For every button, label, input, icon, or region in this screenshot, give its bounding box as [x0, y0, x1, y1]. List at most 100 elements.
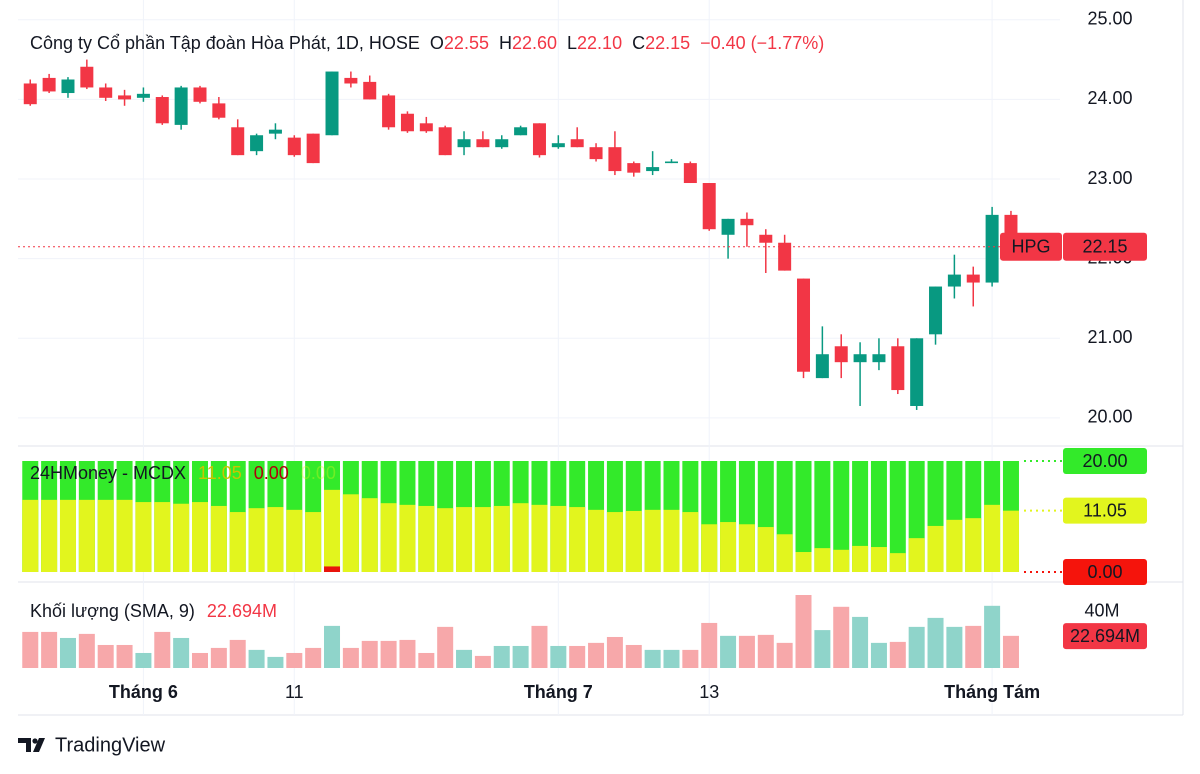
candle-body — [80, 66, 94, 88]
indicator-value: 11.05 — [198, 463, 242, 483]
candle-body — [627, 163, 641, 173]
y-tick-label: 21.00 — [1087, 327, 1132, 347]
y-tick-label: 0.00 — [1087, 562, 1122, 582]
volume-bar — [191, 652, 208, 668]
chart-title: Công ty Cổ phần Tập đoàn Hòa Phát, 1D, H… — [30, 33, 420, 53]
candle-body — [155, 97, 169, 124]
legend-key: C — [632, 33, 645, 53]
y-tick-label: 24.00 — [1087, 88, 1132, 108]
volume-bar — [97, 644, 114, 668]
legend-value: 22.10 — [577, 33, 622, 53]
legend-value: 22.60 — [512, 33, 557, 53]
legend-key: O — [430, 33, 444, 53]
indicator-bar — [889, 461, 906, 572]
indicator-bar — [682, 512, 699, 572]
volume-bar — [210, 647, 227, 668]
volume-bar — [588, 642, 605, 668]
candle-body — [268, 129, 282, 134]
level-badge — [1063, 448, 1147, 474]
volume-bar — [286, 652, 303, 668]
x-tick-label: Tháng 7 — [524, 682, 593, 702]
volume-bar — [644, 649, 661, 668]
legend: 24HMoney - MCDX 11.05 0.00 0.00 — [30, 463, 336, 483]
volume-bar — [550, 645, 567, 668]
volume-bar — [701, 622, 718, 668]
candle-body — [872, 354, 886, 363]
indicator-bar — [361, 498, 378, 572]
sma-value: 22.694M — [207, 601, 277, 621]
indicator-bar — [1002, 510, 1019, 572]
x-tick-label: Tháng 6 — [109, 682, 178, 702]
indicator-bar — [833, 461, 850, 572]
volume-bar — [154, 631, 171, 668]
x-tick-label: 11 — [285, 682, 304, 702]
symbol-label: HPG — [1011, 236, 1050, 256]
volume-bar — [493, 645, 510, 668]
volume-bar — [512, 645, 529, 668]
volume-bar — [380, 640, 397, 668]
volume-bar — [682, 649, 699, 668]
legend-value: 22.15 — [645, 33, 690, 53]
volume-bar — [625, 644, 642, 668]
candle-body — [721, 218, 735, 235]
candle-body — [853, 354, 867, 363]
volume-bar — [795, 595, 812, 668]
candle-body — [42, 77, 56, 92]
indicator-bar — [474, 507, 491, 572]
y-tick-label: 11.05 — [1083, 500, 1127, 520]
indicator-bar — [852, 461, 869, 572]
volume-bar — [418, 652, 435, 668]
volume-bar — [663, 649, 680, 668]
volume-bar — [41, 631, 58, 668]
candle-body — [193, 87, 207, 102]
candle-body — [778, 242, 792, 271]
candle-body — [212, 103, 226, 118]
indicator-bar — [852, 545, 869, 572]
candle-body — [400, 113, 414, 132]
indicator-bar — [41, 499, 58, 572]
x-tick-label: Tháng Tám — [944, 682, 1040, 702]
candle-body — [797, 278, 811, 372]
volume-bar — [908, 626, 925, 668]
indicator-value: 0.00 — [254, 463, 289, 483]
price-badge — [1063, 232, 1147, 261]
indicator-bar — [870, 461, 887, 572]
volume-bar — [965, 625, 982, 668]
candle-body — [532, 123, 546, 156]
y-tick-label: 20.00 — [1087, 407, 1132, 427]
indicator-bar — [625, 510, 642, 572]
indicator-bar — [663, 509, 680, 572]
indicator-bar — [324, 489, 341, 572]
volume-bar — [173, 637, 190, 668]
legend-value: 22.55 — [444, 33, 489, 53]
indicator-bar — [210, 505, 227, 572]
candle-body — [23, 83, 37, 105]
candle-body — [136, 93, 150, 98]
indicator-bar — [889, 553, 906, 572]
brand-logo: TradingView — [18, 734, 166, 756]
candle-body — [476, 139, 490, 148]
indicator-bar — [22, 499, 39, 572]
candle-body — [438, 127, 452, 156]
indicator-bar — [248, 508, 265, 572]
indicator-bar — [795, 461, 812, 572]
candle-body — [250, 135, 264, 152]
volume-bar — [833, 606, 850, 668]
volume-bar — [852, 616, 869, 668]
candle-body — [99, 87, 113, 98]
volume-bar — [361, 640, 378, 668]
indicator-bar — [606, 512, 623, 572]
candle-body — [740, 218, 754, 226]
volume-title: Khối lượng (SMA, 9) — [30, 601, 195, 621]
indicator-bar — [870, 547, 887, 572]
candle-body — [287, 137, 301, 156]
indicator-value: 0.00 — [301, 463, 336, 483]
indicator-bar — [286, 509, 303, 572]
volume-bar — [814, 630, 831, 668]
volume-bar — [757, 634, 774, 668]
candle-body — [570, 139, 584, 148]
symbol-badge — [1000, 232, 1062, 261]
volume-bar — [984, 605, 1001, 668]
volume-bar — [870, 642, 887, 668]
volume-bar — [116, 644, 133, 668]
